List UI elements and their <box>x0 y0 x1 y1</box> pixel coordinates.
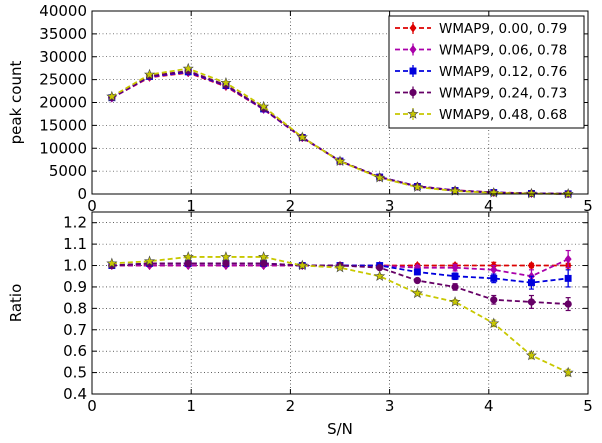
x-tick-label: 2 <box>286 197 296 215</box>
legend-label: WMAP9, 0.48, 0.68 <box>439 107 567 123</box>
data-point <box>296 131 308 143</box>
legend-marker <box>409 67 417 75</box>
data-point <box>374 270 386 281</box>
data-point <box>449 185 461 196</box>
legend-label: WMAP9, 0.24, 0.73 <box>439 86 567 102</box>
y-tick-label: 1.2 <box>63 214 87 232</box>
data-point <box>564 254 572 264</box>
data-point <box>220 251 232 262</box>
y-tick-label: 0.5 <box>63 364 87 382</box>
plot-area-bottom <box>92 212 588 394</box>
y-tick-label: 30000 <box>39 48 87 66</box>
x-axis-label: S/N <box>327 420 353 438</box>
data-point <box>564 274 572 282</box>
y-tick-label: 0.8 <box>63 299 87 317</box>
legend-entry: WMAP9, 0.24, 0.73 <box>395 86 567 102</box>
series-bottom-4 <box>106 251 574 378</box>
legend-label: WMAP9, 0.00, 0.79 <box>439 21 567 37</box>
data-point <box>488 186 500 198</box>
data-point <box>143 68 156 80</box>
data-point <box>259 259 268 268</box>
y-tick-label: 10000 <box>39 139 87 157</box>
data-point <box>451 263 459 273</box>
legend-entry: WMAP9, 0.48, 0.68 <box>395 107 567 123</box>
legend-entry: WMAP9, 0.12, 0.76 <box>395 64 567 80</box>
data-point <box>334 261 346 273</box>
legend-label: WMAP9, 0.06, 0.78 <box>439 43 567 59</box>
y-tick-label: 40000 <box>39 2 87 20</box>
y-tick-label: 1.1 <box>63 235 87 253</box>
data-point <box>488 317 500 329</box>
x-tick-label: 4 <box>484 197 494 215</box>
data-point <box>411 181 423 192</box>
data-point <box>184 259 192 268</box>
data-point <box>334 155 346 167</box>
y-tick-label: 25000 <box>39 71 87 89</box>
data-point <box>258 100 270 112</box>
x-tick-label: 0 <box>87 397 97 415</box>
data-point <box>411 287 423 299</box>
y-axis-label: Ratio <box>7 284 25 323</box>
data-point <box>106 257 118 269</box>
data-point <box>525 187 538 199</box>
data-point <box>525 349 538 361</box>
data-point <box>449 296 461 307</box>
y-axis-label: peak count <box>7 61 25 145</box>
series-top-4 <box>106 62 574 199</box>
legend-marker <box>409 88 417 97</box>
data-point <box>564 300 572 308</box>
legend-label: WMAP9, 0.12, 0.76 <box>439 64 567 80</box>
x-tick-label: 3 <box>385 397 395 415</box>
data-point <box>106 90 118 102</box>
legend-marker <box>407 108 419 119</box>
y-tick-label: 15000 <box>39 116 87 134</box>
data-point <box>143 255 156 266</box>
data-point <box>413 276 422 285</box>
data-point <box>220 76 232 88</box>
data-point <box>376 264 384 272</box>
x-tick-label: 5 <box>583 197 593 215</box>
y-tick-label: 0.4 <box>63 385 87 403</box>
data-point <box>528 279 535 287</box>
y-tick-label: 0.9 <box>63 278 87 296</box>
y-tick-label: 0 <box>77 185 87 203</box>
x-tick-label: 2 <box>286 397 296 415</box>
x-tick-label: 0 <box>87 197 97 215</box>
x-tick-label: 1 <box>186 397 196 415</box>
data-point <box>296 259 308 271</box>
legend-entry: WMAP9, 0.00, 0.79 <box>395 21 567 37</box>
data-point <box>562 366 574 378</box>
x-tick-label: 1 <box>186 197 196 215</box>
y-tick-label: 35000 <box>39 25 87 43</box>
data-point <box>451 272 459 280</box>
data-point <box>527 298 536 306</box>
legend-box <box>388 15 585 129</box>
data-point <box>222 259 230 268</box>
axes-frame-bottom <box>91 211 589 395</box>
legend-marker <box>409 44 417 55</box>
x-tick-label: 4 <box>484 397 494 415</box>
y-tick-label: 0.6 <box>63 342 87 360</box>
data-point <box>374 171 386 183</box>
legend-entry: WMAP9, 0.06, 0.78 <box>395 43 567 59</box>
y-tick-label: 0.7 <box>63 321 87 339</box>
data-point <box>490 274 498 282</box>
data-point <box>413 268 421 276</box>
data-point <box>562 188 574 199</box>
data-point <box>490 296 498 304</box>
x-tick-label: 3 <box>385 197 395 215</box>
y-tick-label: 1.0 <box>63 257 87 275</box>
y-tick-label: 20000 <box>39 94 87 112</box>
data-point <box>182 251 194 262</box>
legend-marker <box>409 23 417 33</box>
data-point <box>451 283 459 291</box>
y-tick-label: 5000 <box>49 162 87 180</box>
x-tick-label: 5 <box>583 397 593 415</box>
legend: WMAP9, 0.00, 0.79 WMAP9, 0.06, 0.78 WMAP9,… <box>388 15 585 129</box>
data-point <box>258 251 270 262</box>
data-point <box>182 62 194 74</box>
